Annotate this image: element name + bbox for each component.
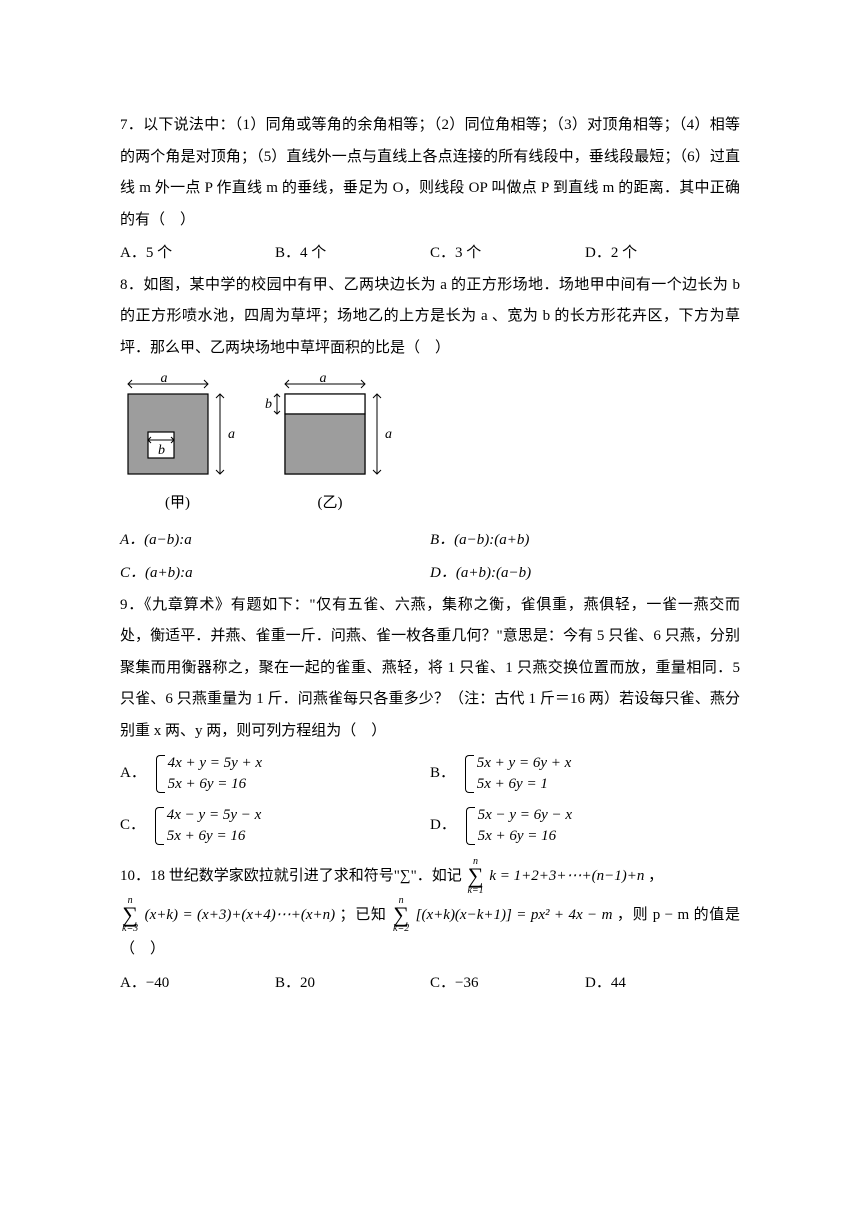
comma-1: ，	[648, 868, 663, 884]
q8-figure-jia: a a b (甲)	[120, 374, 235, 520]
q8-figures: a a b (甲)	[120, 374, 740, 520]
q10-text: 10．18 世纪数学家欧拉就引进了求和符号"∑"．如记 n ∑ k=1 k = …	[120, 857, 740, 966]
label-a-right: a	[228, 427, 235, 442]
sigma-1: n ∑ k=1	[467, 857, 483, 896]
q8-options-row1: A．(a−b):a B．(a−b):(a+b)	[120, 525, 740, 557]
q7-options: A．5 个 B．4 个 C．3 个 D．2 个	[120, 238, 740, 270]
q7-option-c[interactable]: C．3 个	[430, 238, 585, 270]
q8-figure-yi: a a b	[265, 374, 395, 520]
q10-option-c[interactable]: C．−36	[430, 968, 585, 1000]
sigma-2-expr: (x+k) = (x+3)+(x+4)⋯+(x+n)	[145, 906, 335, 922]
q7-text: 7．以下说法中：（1）同角或等角的余角相等；（2）同位角相等；（3）对顶角相等；…	[120, 110, 740, 236]
q9-options-row2: C． 4x − y = 5y − x 5x + 6y = 16 D． 5x − …	[120, 805, 740, 847]
q9-option-d[interactable]: D． 5x − y = 6y − x 5x + 6y = 16	[430, 805, 740, 847]
q8-text: 8．如图，某中学的校园中有甲、乙两块边长为 a 的正方形场地．场地甲中间有一个边…	[120, 270, 740, 365]
q9-option-a[interactable]: A． 4x + y = 5y + x 5x + 6y = 16	[120, 753, 430, 795]
q8-caption-jia: (甲)	[120, 488, 235, 520]
label-b-inner: b	[158, 443, 165, 458]
q10-option-b[interactable]: B．20	[275, 968, 430, 1000]
known-label: ；已知	[340, 906, 392, 922]
sigma-3: n ∑ k=2	[393, 896, 409, 935]
q7-option-a[interactable]: A．5 个	[120, 238, 275, 270]
q10-text-before: 10．18 世纪数学家欧拉就引进了求和符号"∑"．如记	[120, 868, 465, 884]
q8-caption-yi: (乙)	[265, 488, 395, 520]
q8-option-a[interactable]: A．(a−b):a	[120, 525, 430, 557]
q7-option-d[interactable]: D．2 个	[585, 238, 740, 270]
q9-options-row1: A． 4x + y = 5y + x 5x + 6y = 16 B． 5x + …	[120, 753, 740, 795]
label-a-right2: a	[385, 427, 392, 442]
q10-option-d[interactable]: D．44	[585, 968, 740, 1000]
q8-option-d[interactable]: D．(a+b):(a−b)	[430, 558, 740, 590]
sigma-3-expr: [(x+k)(x−k+1)] = px² + 4x − m	[416, 906, 613, 922]
q9-option-b[interactable]: B． 5x + y = 6y + x 5x + 6y = 1	[430, 753, 740, 795]
label-a-top: a	[161, 374, 168, 386]
q9-option-c[interactable]: C． 4x − y = 5y − x 5x + 6y = 16	[120, 805, 430, 847]
q10-options: A．−40 B．20 C．−36 D．44	[120, 968, 740, 1000]
q7-option-b[interactable]: B．4 个	[275, 238, 430, 270]
label-b-left: b	[265, 397, 272, 412]
q8-option-b[interactable]: B．(a−b):(a+b)	[430, 525, 740, 557]
q8-options-row2: C．(a+b):a D．(a+b):(a−b)	[120, 558, 740, 590]
sigma-1-expr: k = 1+2+3+⋯+(n−1)+n	[489, 868, 644, 884]
q8-option-c[interactable]: C．(a+b):a	[120, 558, 430, 590]
q9-text: 9．《九章算术》有题如下："仅有五雀、六燕，集称之衡，雀俱重，燕俱轻，一雀一燕交…	[120, 590, 740, 748]
sigma-2: n ∑ k=3	[122, 896, 138, 935]
q10-option-a[interactable]: A．−40	[120, 968, 275, 1000]
label-a-top2: a	[320, 374, 327, 386]
